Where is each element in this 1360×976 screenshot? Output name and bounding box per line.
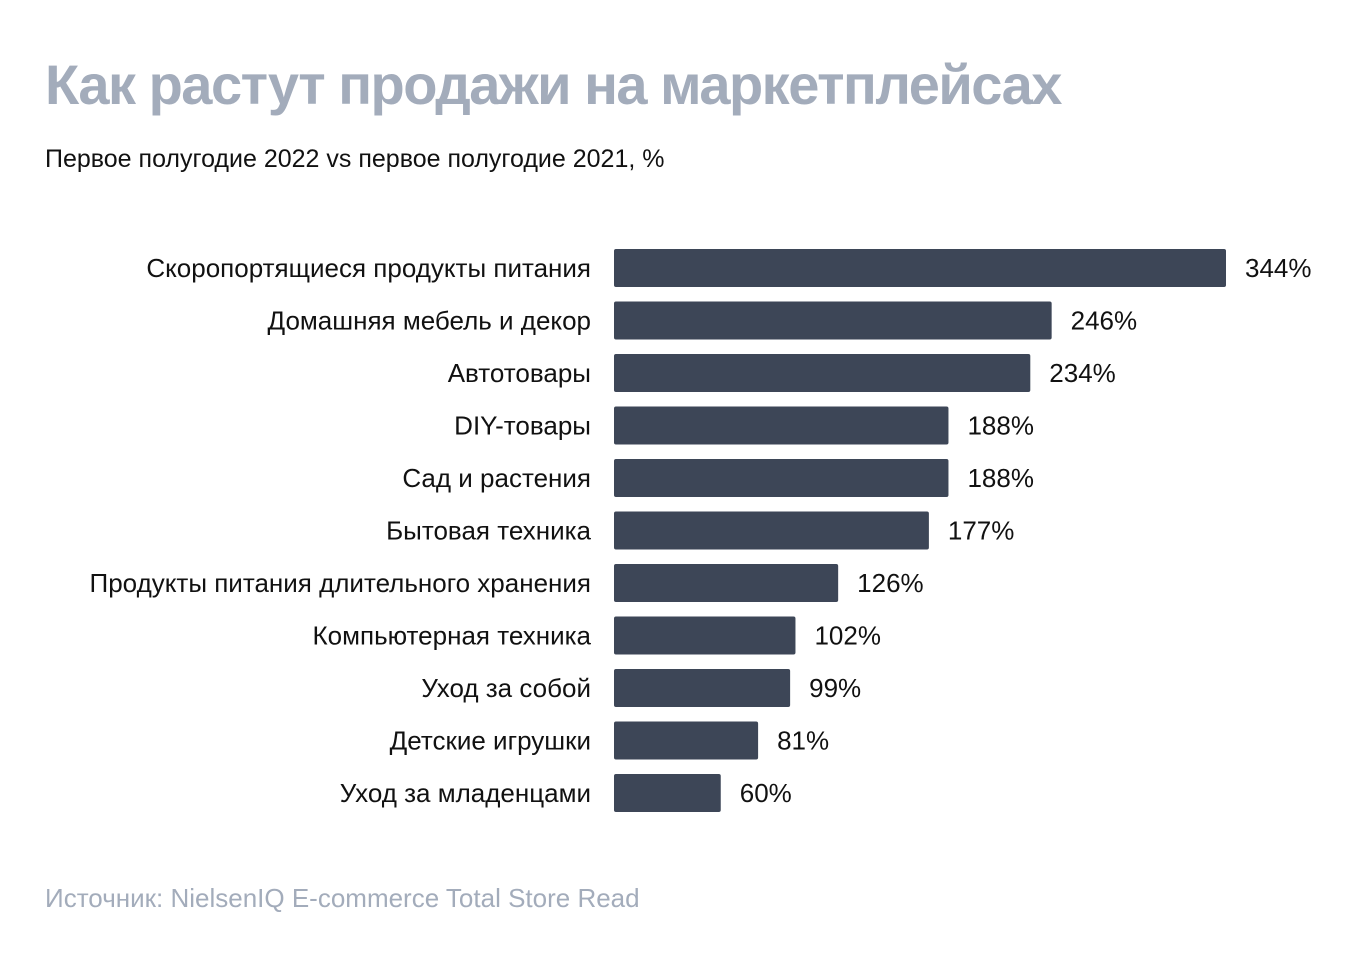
value-label: 344% (1245, 253, 1312, 283)
category-label: DIY-товары (454, 411, 591, 441)
chart-title: Как растут продажи на маркетплейсах (45, 53, 1062, 116)
bar (614, 774, 721, 812)
value-label: 99% (809, 673, 861, 703)
bar (614, 616, 796, 655)
value-label: 60% (740, 778, 792, 808)
value-label: 81% (777, 726, 829, 756)
value-label: 102% (814, 621, 881, 651)
category-label: Домашняя мебель и декор (268, 306, 591, 336)
bar (614, 406, 949, 445)
bar (614, 354, 1031, 392)
category-label: Сад и растения (402, 463, 591, 493)
bar (614, 459, 949, 497)
category-label: Детские игрушки (390, 726, 591, 756)
source-note: Источник: NielsenIQ E-commerce Total Sto… (45, 883, 640, 913)
bar (614, 669, 791, 707)
category-label: Компьютерная техника (313, 621, 592, 651)
category-label: Продукты питания длительного хранения (90, 568, 591, 598)
category-label: Уход за младенцами (340, 778, 591, 808)
value-label: 126% (857, 568, 924, 598)
value-label: 188% (967, 411, 1034, 441)
bar (614, 511, 929, 550)
category-label: Бытовая техника (386, 516, 591, 546)
bar (614, 721, 759, 760)
category-label: Автотовары (448, 358, 591, 388)
bar (614, 301, 1052, 340)
value-label: 234% (1049, 358, 1116, 388)
value-label: 188% (967, 463, 1034, 493)
category-label: Скоропортящиеся продукты питания (146, 253, 591, 283)
bar (614, 249, 1226, 287)
value-label: 246% (1071, 306, 1138, 336)
value-label: 177% (948, 516, 1015, 546)
bar (614, 564, 839, 602)
chart-subtitle: Первое полугодие 2022 vs первое полугоди… (45, 145, 665, 173)
category-label: Уход за собой (421, 673, 591, 703)
